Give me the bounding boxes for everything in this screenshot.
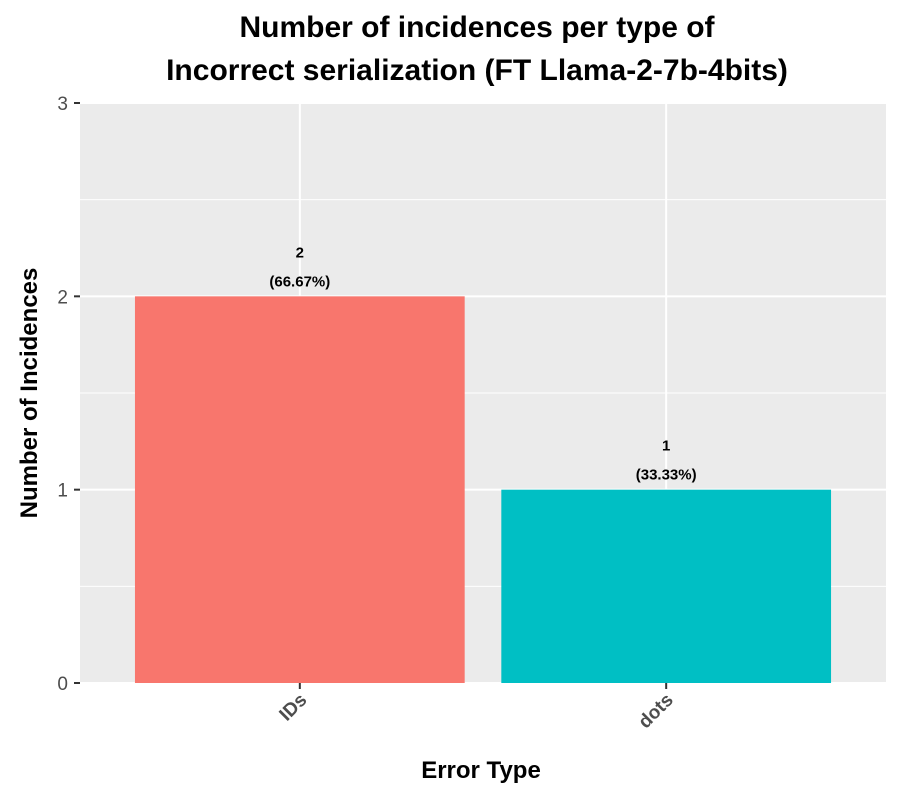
data-label-percent: (66.67%) <box>269 273 330 290</box>
y-tick-label: 1 <box>57 481 68 502</box>
data-label-value: 2 <box>296 244 304 261</box>
bar-ids <box>134 296 465 683</box>
data-labels: 2 (66.67%) 1 (33.33%) <box>269 244 696 483</box>
y-axis: 0 1 2 3 <box>57 94 80 695</box>
y-tick-label: 2 <box>57 287 68 308</box>
bars <box>134 296 832 683</box>
data-label-value: 1 <box>662 438 670 455</box>
y-tick-label: 0 <box>57 674 68 695</box>
bar-dots <box>501 489 832 683</box>
data-label-percent: (33.33%) <box>636 467 697 484</box>
chart-title-line-1: Number of incidences per type of <box>239 11 715 44</box>
chart-title-line-2: Incorrect serialization (FT Llama-2-7b-4… <box>166 54 788 87</box>
y-axis-title: Number of Incidences <box>16 268 43 519</box>
x-axis-title: Error Type <box>421 757 541 784</box>
y-tick-label: 3 <box>57 94 68 115</box>
